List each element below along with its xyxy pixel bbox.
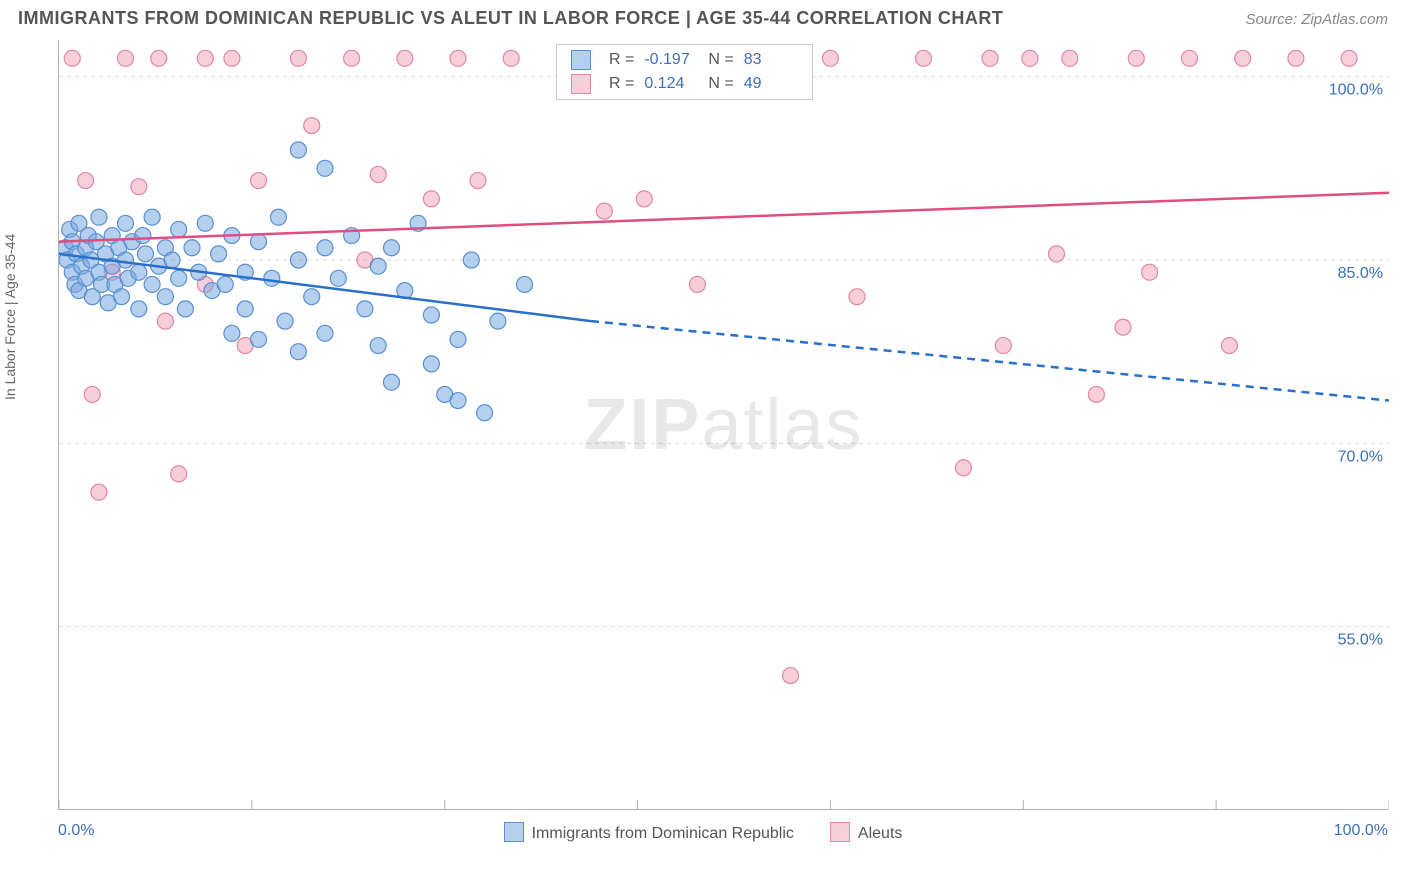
r-label: R =: [609, 75, 634, 93]
legend-label-1: Immigrants from Dominican Republic: [532, 825, 794, 842]
chart-svg: 55.0% 70.0% 85.0% 100.0%: [59, 40, 1389, 810]
chart-plot-area: 55.0%70.0%85.0%100.0% ZIPatlas: [58, 40, 1388, 810]
legend-swatch-2: [571, 74, 591, 94]
svg-text:100.0%: 100.0%: [1329, 82, 1383, 99]
legend-swatch-icon: [504, 822, 524, 842]
n-label: N =: [708, 75, 733, 93]
r-value-2: 0.124: [644, 75, 698, 93]
svg-text:70.0%: 70.0%: [1338, 448, 1383, 465]
r-label: R =: [609, 51, 634, 69]
n-label: N =: [708, 51, 733, 69]
correlation-legend: R = -0.197 N = 83 R = 0.124 N = 49: [556, 44, 813, 100]
series-legend: Immigrants from Dominican Republic Aleut…: [0, 822, 1406, 843]
source-attribution: Source: ZipAtlas.com: [1245, 11, 1388, 28]
svg-text:55.0%: 55.0%: [1338, 632, 1383, 649]
n-value-1: 83: [744, 51, 798, 69]
r-value-1: -0.197: [644, 51, 698, 69]
legend-row-series-1: R = -0.197 N = 83: [557, 48, 812, 72]
legend-swatch-icon: [830, 822, 850, 842]
legend-item-2: Aleuts: [830, 822, 902, 843]
n-value-2: 49: [744, 75, 798, 93]
legend-item-1: Immigrants from Dominican Republic: [504, 822, 794, 843]
legend-label-2: Aleuts: [858, 825, 902, 842]
svg-text:85.0%: 85.0%: [1338, 265, 1383, 282]
y-axis-label: In Labor Force | Age 35-44: [2, 234, 18, 400]
legend-swatch-1: [571, 50, 591, 70]
chart-title: IMMIGRANTS FROM DOMINICAN REPUBLIC VS AL…: [18, 8, 1003, 29]
legend-row-series-2: R = 0.124 N = 49: [557, 72, 812, 96]
